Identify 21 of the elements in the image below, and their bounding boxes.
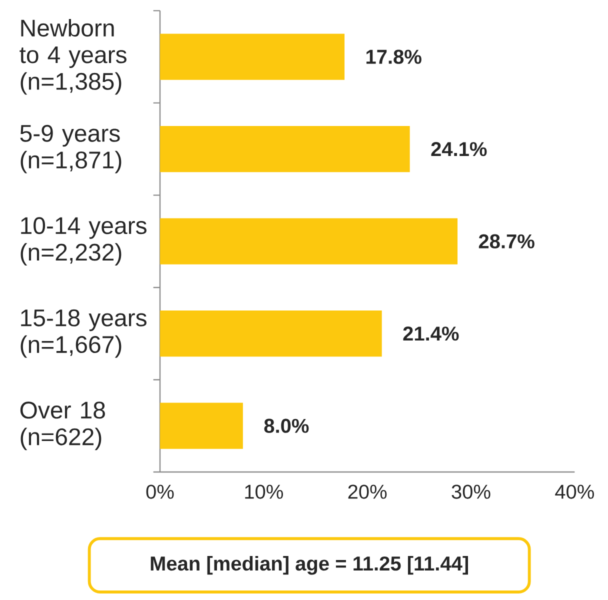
x-tick-label: 40% xyxy=(555,484,594,499)
y-tick-label: Newborn to 4 years (n=1,385) xyxy=(20,18,126,95)
bar xyxy=(160,126,410,172)
y-tick-label: 5-9 years (n=1,871) xyxy=(20,124,122,174)
bar xyxy=(160,402,243,449)
y-tick-label: Over 18 (n=622) xyxy=(20,402,105,450)
data-label: 24.1% xyxy=(431,142,487,156)
bar xyxy=(160,34,345,80)
x-tick-label: 20% xyxy=(348,484,387,499)
y-tick-label: 10-14 years (n=2,232) xyxy=(20,217,146,266)
data-label: 17.8% xyxy=(366,50,422,64)
bar xyxy=(160,218,458,264)
x-tick-label: 0% xyxy=(146,484,174,499)
data-label: 21.4% xyxy=(403,326,459,341)
x-tick-label: 30% xyxy=(452,484,490,499)
data-label: 8.0% xyxy=(264,418,309,433)
data-label: 28.7% xyxy=(478,234,534,248)
text: Mean [median] age = 11.25 [11.44] xyxy=(150,556,468,575)
x-tick-label: 10% xyxy=(245,484,283,499)
bar xyxy=(160,310,382,357)
y-tick-label: 15-18 years (n=1,667) xyxy=(20,309,146,358)
